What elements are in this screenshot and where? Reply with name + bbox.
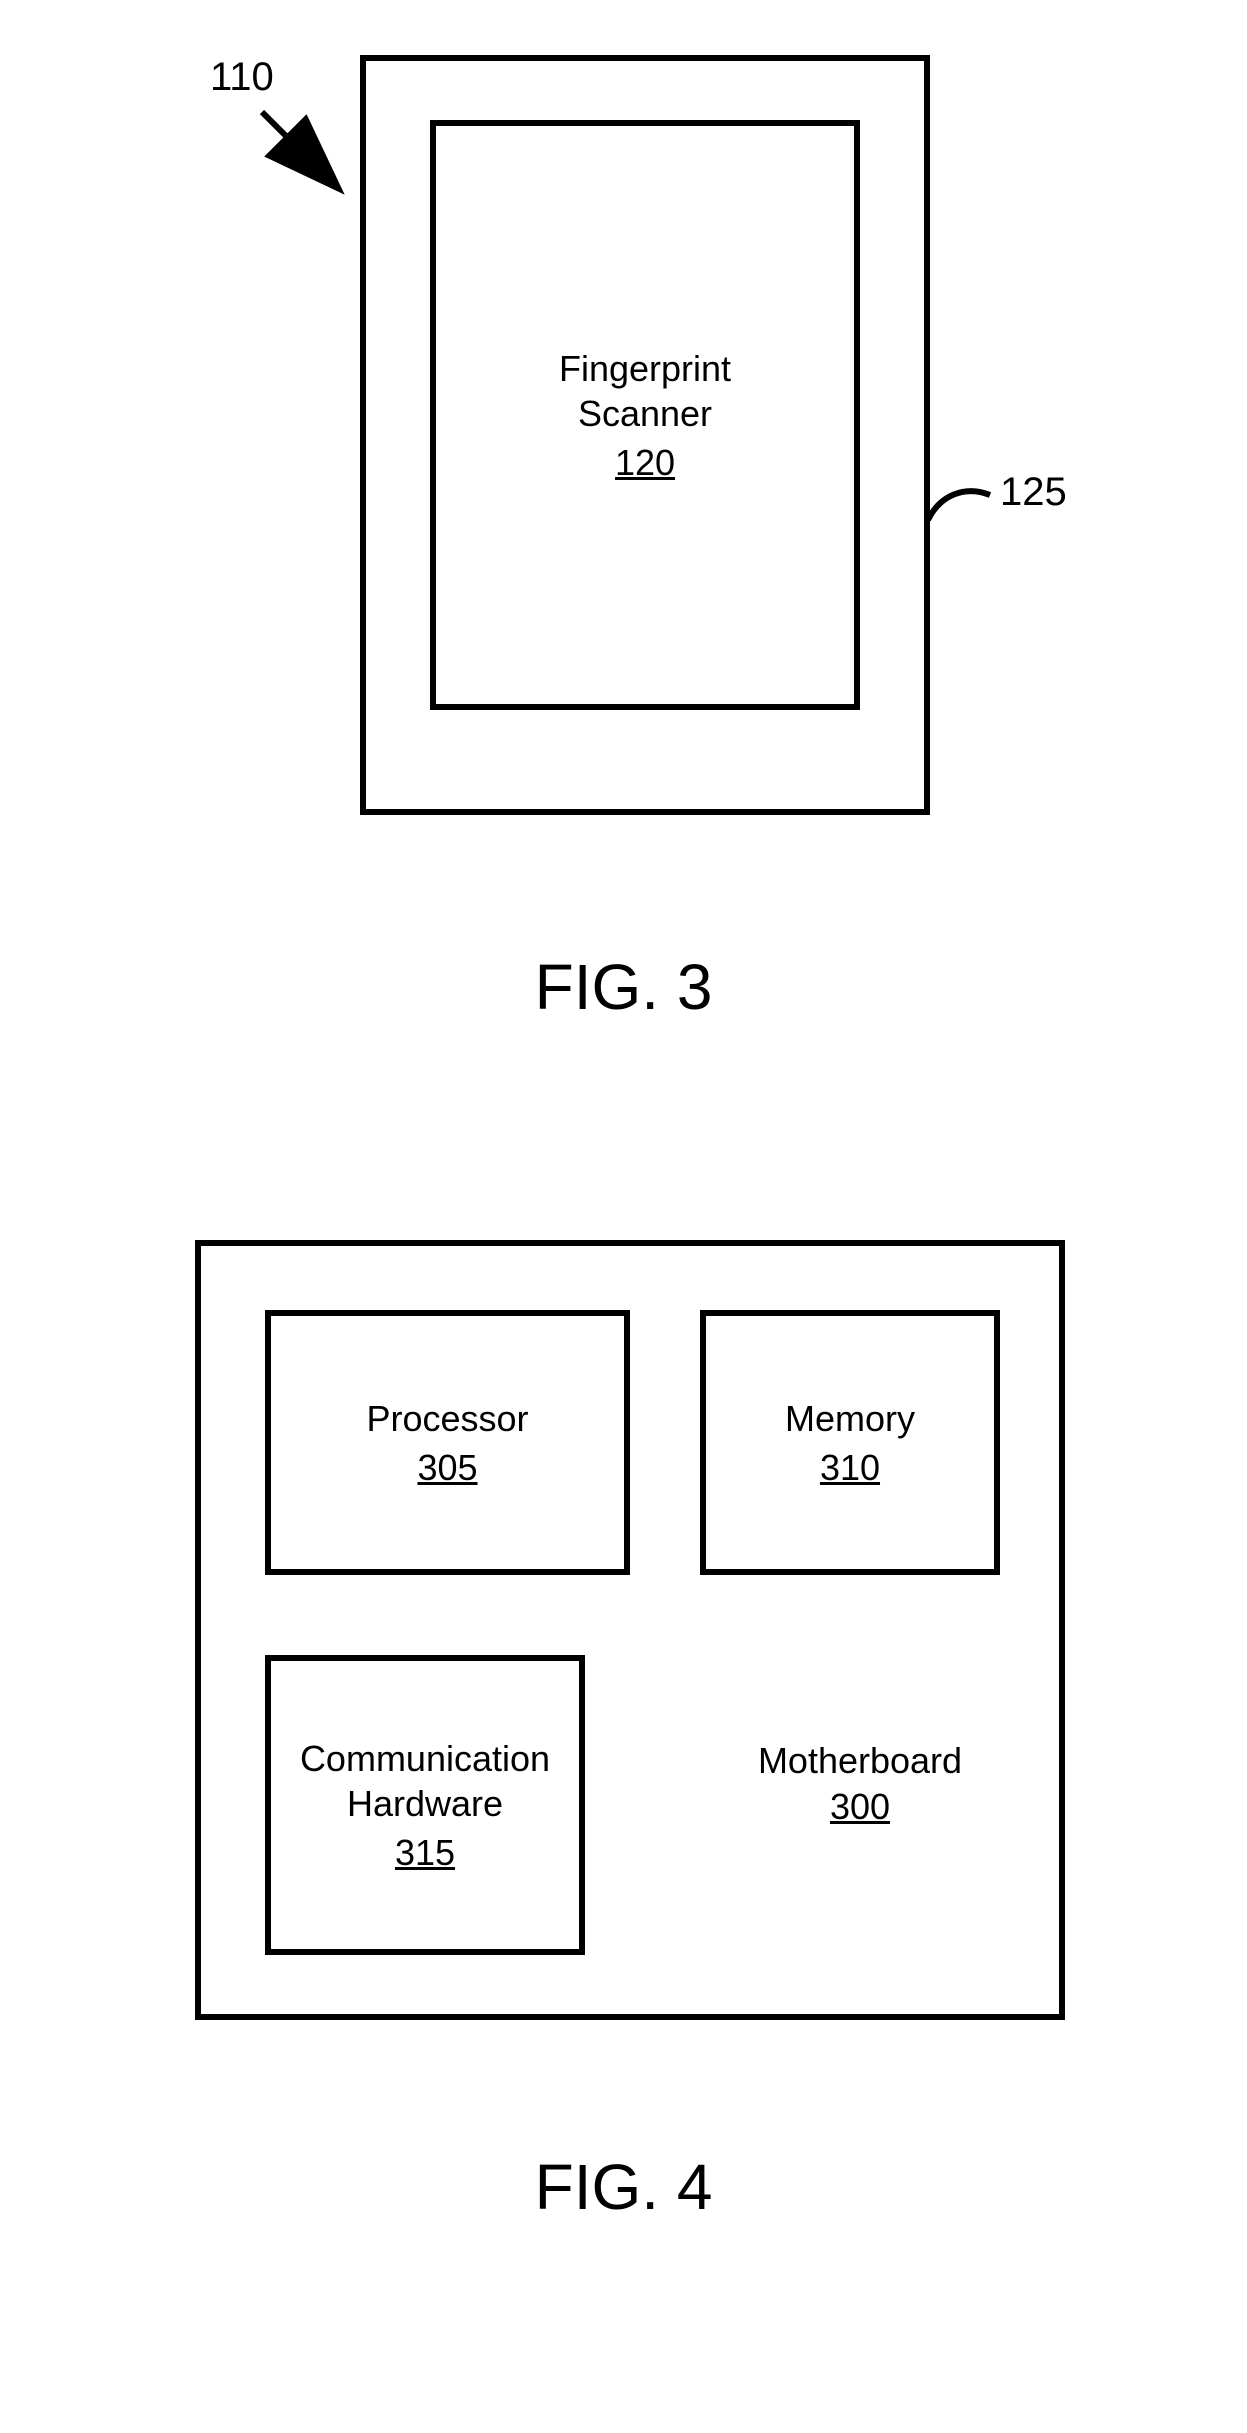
motherboard-block: Motherboard 300 xyxy=(720,1740,1000,1828)
fig4-caption: FIG. 4 xyxy=(0,2150,1247,2224)
processor-block: Processor 305 xyxy=(271,1316,624,1569)
memory-block: Memory 310 xyxy=(706,1316,994,1569)
comm-block: Communication Hardware 315 xyxy=(271,1661,579,1949)
page: Fingerprint Scanner 120 110 125 FIG. 3 P… xyxy=(0,0,1247,2433)
arrow-110 xyxy=(262,112,332,182)
fingerprint-scanner-block: Fingerprint Scanner 120 xyxy=(436,126,854,704)
lead-125 xyxy=(928,491,990,520)
ref-125-label: 125 xyxy=(1000,470,1067,515)
processor-ref: 305 xyxy=(417,1445,477,1490)
motherboard-ref: 300 xyxy=(720,1786,1000,1828)
motherboard-label: Motherboard xyxy=(720,1740,1000,1782)
memory-label: Memory xyxy=(785,1396,915,1441)
processor-box: Processor 305 xyxy=(265,1310,630,1575)
comm-label: Communication Hardware xyxy=(300,1736,550,1826)
processor-label: Processor xyxy=(366,1396,528,1441)
comm-ref: 315 xyxy=(395,1830,455,1875)
fig3-inner-box: Fingerprint Scanner 120 xyxy=(430,120,860,710)
memory-box: Memory 310 xyxy=(700,1310,1000,1575)
fingerprint-scanner-ref: 120 xyxy=(615,440,675,485)
memory-ref: 310 xyxy=(820,1445,880,1490)
comm-box: Communication Hardware 315 xyxy=(265,1655,585,1955)
ref-110-label: 110 xyxy=(210,55,274,100)
fingerprint-scanner-label: Fingerprint Scanner xyxy=(559,346,731,436)
fig3-caption: FIG. 3 xyxy=(0,950,1247,1024)
